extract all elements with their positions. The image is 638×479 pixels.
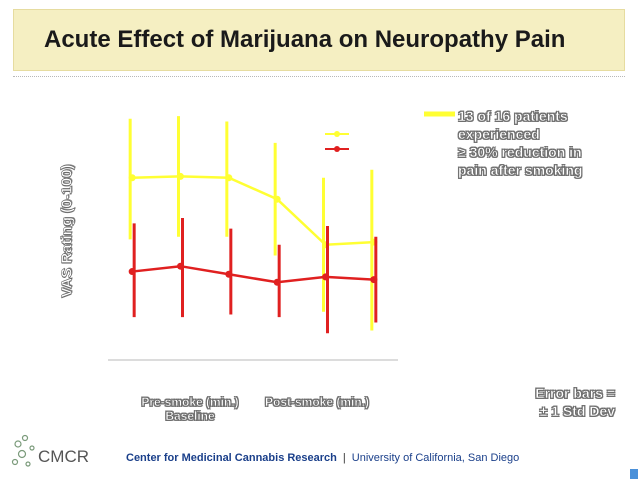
x-tick-label-baseline: Pre-smoke (min.) Baseline — [135, 395, 245, 423]
error-bar-note: Error bars = ± 1 Std Dev — [505, 384, 615, 420]
data-point — [322, 273, 329, 281]
corner-accent — [630, 469, 638, 479]
data-point — [370, 276, 378, 284]
x-tick-label-post-smoke: Post-smoke (min.) — [252, 395, 382, 409]
data-point — [273, 278, 281, 286]
footer-university: University of California, San Diego — [351, 452, 520, 464]
data-point — [177, 262, 184, 270]
data-point — [177, 172, 184, 180]
logo-text: CMCR — [38, 447, 89, 466]
chart-marks — [128, 116, 378, 334]
legend-marker-yellow — [334, 131, 340, 137]
footer: Center for Medicinal Cannabis Research | U… — [126, 452, 519, 464]
data-point — [225, 174, 233, 182]
data-point — [128, 174, 136, 182]
page-title: Acute Effect of Marijuana on Neuropathy … — [44, 26, 566, 53]
title-divider — [13, 76, 625, 77]
error-note-line: Error bars = — [535, 385, 615, 401]
cmcr-logo: CMCR — [11, 434, 89, 467]
annotation-line: 13 of 16 patients — [458, 108, 568, 124]
legend — [325, 131, 349, 152]
title-bar: Acute Effect of Marijuana on Neuropathy … — [13, 9, 625, 71]
annotation-text: 13 of 16 patients experienced ≥ 30% redu… — [458, 107, 623, 179]
series-line — [132, 175, 374, 247]
footer-separator: | — [342, 452, 346, 464]
footer-org: Center for Medicinal Cannabis Research — [126, 452, 337, 464]
data-point — [128, 268, 136, 276]
x-tick-label-line: Pre-smoke (min.) Baseline — [141, 395, 239, 423]
error-note-line: ± 1 Std Dev — [539, 403, 615, 419]
annotation-line: ≥ 30% reduction in — [458, 144, 582, 160]
logo-mark — [11, 434, 35, 467]
data-point — [273, 195, 281, 203]
annotation-line: pain after smoking — [458, 162, 583, 178]
annotation-line: experienced — [458, 126, 540, 142]
data-point — [225, 270, 233, 278]
series-line — [132, 264, 374, 284]
legend-marker-red — [334, 146, 340, 152]
x-tick-label-line: Post-smoke (min.) — [264, 395, 369, 409]
